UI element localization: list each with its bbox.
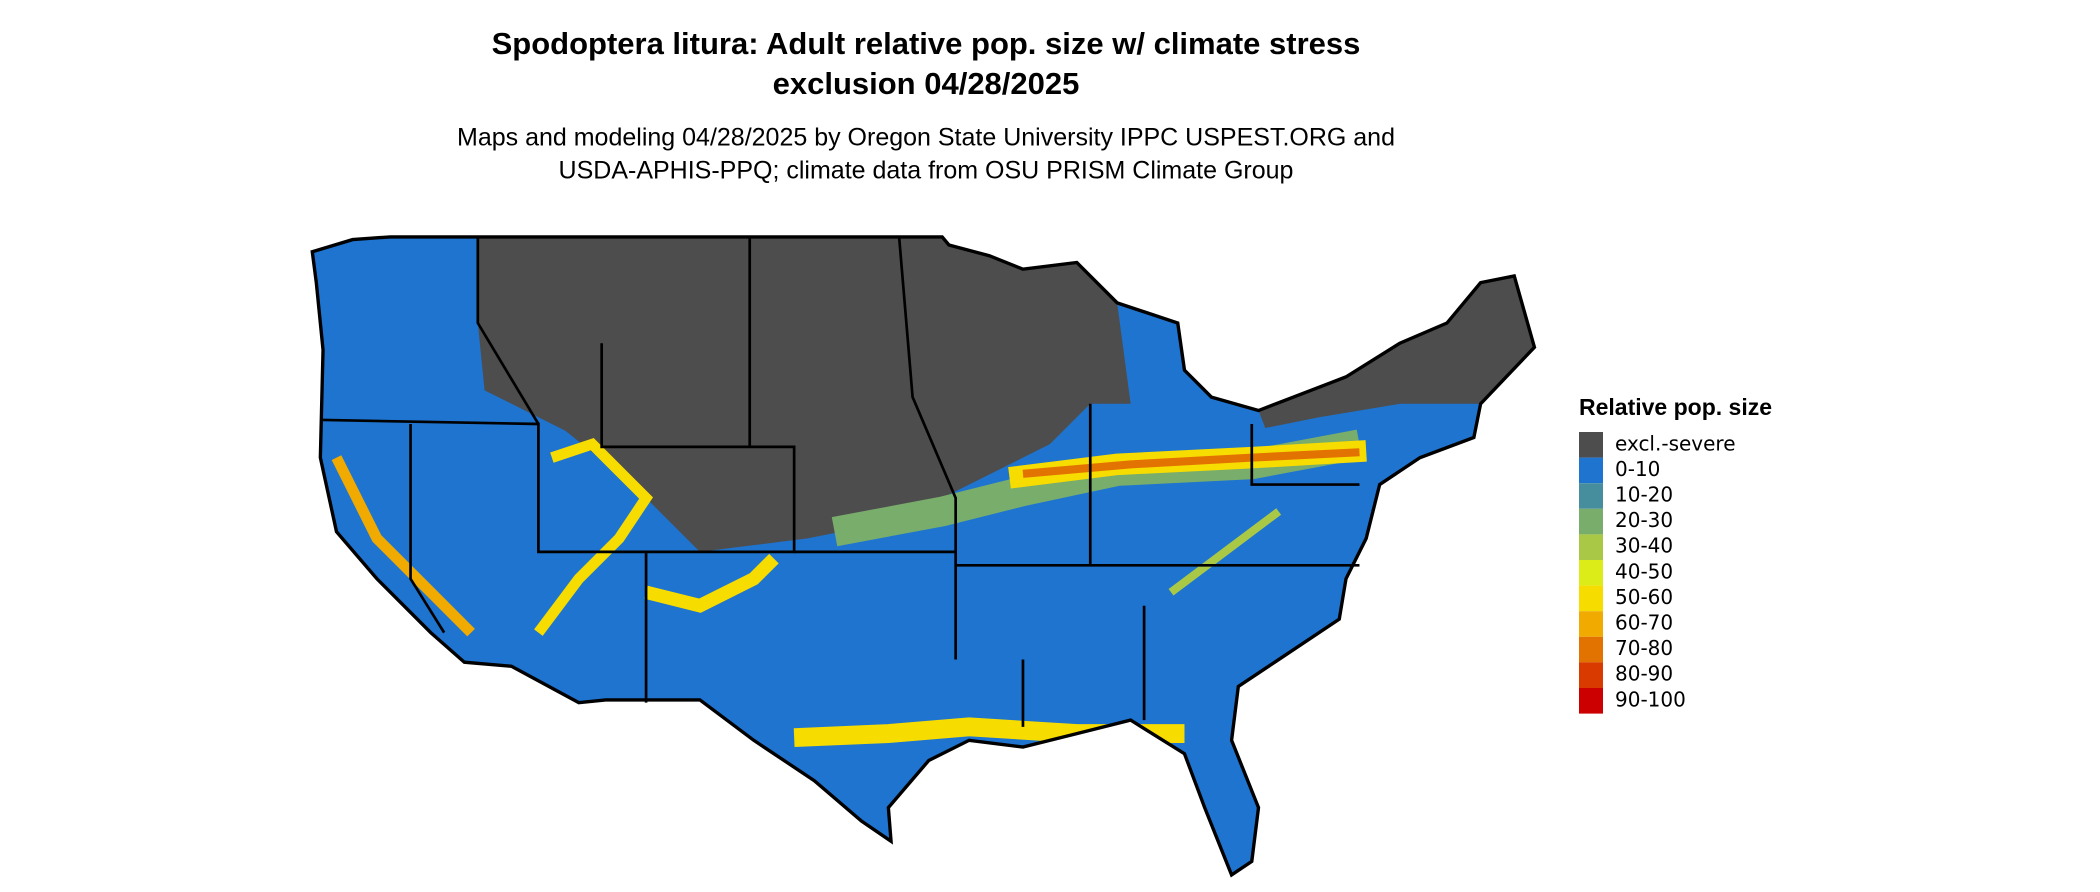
legend-label: excl.-severe	[1615, 431, 1736, 455]
title-line: exclusion 04/28/2025	[773, 66, 1080, 101]
legend-swatch	[1579, 611, 1603, 637]
legend-label: 50-60	[1615, 585, 1673, 609]
map-fill	[312, 236, 1535, 875]
legend-swatch	[1579, 585, 1603, 612]
region	[1168, 508, 1282, 596]
legend-label: 80-90	[1615, 662, 1673, 686]
legend-label: 20-30	[1615, 508, 1673, 532]
legend-swatch	[1579, 688, 1603, 714]
region	[534, 438, 654, 636]
region	[331, 455, 475, 637]
legend-swatch	[1579, 662, 1603, 688]
region	[793, 717, 1185, 748]
legend-label: 30-40	[1615, 534, 1673, 558]
legend: excl.-severe0-1010-2020-3030-4040-5050-6…	[1579, 431, 1736, 714]
subtitle-line: USDA-APHIS-PPQ; climate data from OSU PR…	[559, 157, 1294, 185]
region	[1258, 275, 1535, 429]
legend-label: 0-10	[1615, 457, 1660, 481]
legend-swatch	[1579, 560, 1603, 586]
legend-swatch	[1579, 508, 1603, 535]
legend-label: 10-20	[1615, 483, 1673, 507]
subtitle-line: Maps and modeling 04/28/2025 by Oregon S…	[457, 124, 1395, 152]
region	[644, 553, 779, 613]
state-borders	[323, 236, 1360, 727]
legend-swatch	[1579, 432, 1603, 458]
title-line: Spodoptera litura: Adult relative pop. s…	[492, 26, 1361, 61]
legend-label: 90-100	[1615, 687, 1686, 711]
legend-label: 70-80	[1615, 636, 1673, 660]
region	[1022, 448, 1360, 478]
legend-title: Relative pop. size	[1579, 394, 1772, 420]
legend-swatch	[1579, 483, 1603, 509]
region	[477, 236, 1131, 552]
legend-label: 60-70	[1615, 611, 1673, 635]
legend-swatch	[1579, 457, 1603, 484]
legend-label: 40-50	[1615, 559, 1673, 583]
legend-swatch	[1579, 636, 1603, 663]
country-border	[310, 235, 1537, 878]
legend-swatch	[1579, 534, 1603, 560]
us-map	[310, 235, 1537, 878]
